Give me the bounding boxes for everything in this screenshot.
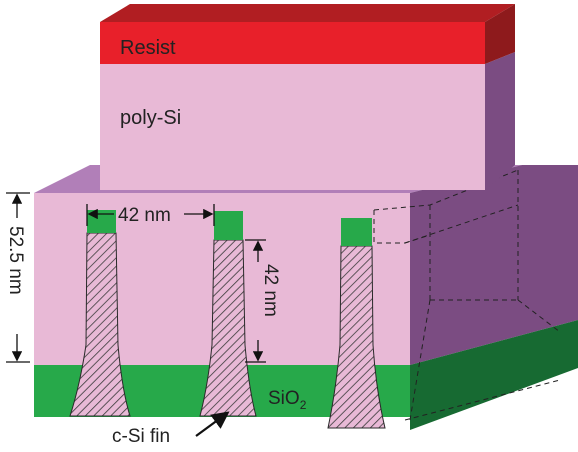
- resist-front-face: [100, 22, 485, 64]
- sio2-subscript: 2: [300, 398, 307, 412]
- c-si-fin-arrow: [195, 411, 230, 437]
- fin-height-label: 42 nm: [260, 264, 281, 317]
- fin-2: [199, 211, 257, 417]
- poly-side-face: [485, 52, 515, 190]
- poly-si-label: poly-Si: [120, 107, 181, 129]
- fin-pitch-dimension: [86, 204, 215, 226]
- c-si-fin-label: c-Si fin: [112, 426, 170, 447]
- poly-front-face: [100, 64, 485, 190]
- total-height-label: 52.5 nm: [5, 226, 26, 295]
- resist-label: Resist: [120, 37, 176, 59]
- base-side-face: [410, 165, 578, 365]
- resist-top-face: [100, 4, 515, 22]
- sio2-label: SiO2: [268, 388, 307, 412]
- fin-pitch-label: 42 nm: [118, 205, 171, 226]
- resist-side-face: [485, 4, 515, 64]
- fin-3-cap: [341, 218, 372, 246]
- oxide-side-face: [410, 320, 578, 430]
- total-height-dimension: [6, 192, 30, 363]
- fin-2-cap: [214, 211, 243, 240]
- fin-3: [327, 218, 386, 429]
- fin-height-dimension: [245, 239, 266, 363]
